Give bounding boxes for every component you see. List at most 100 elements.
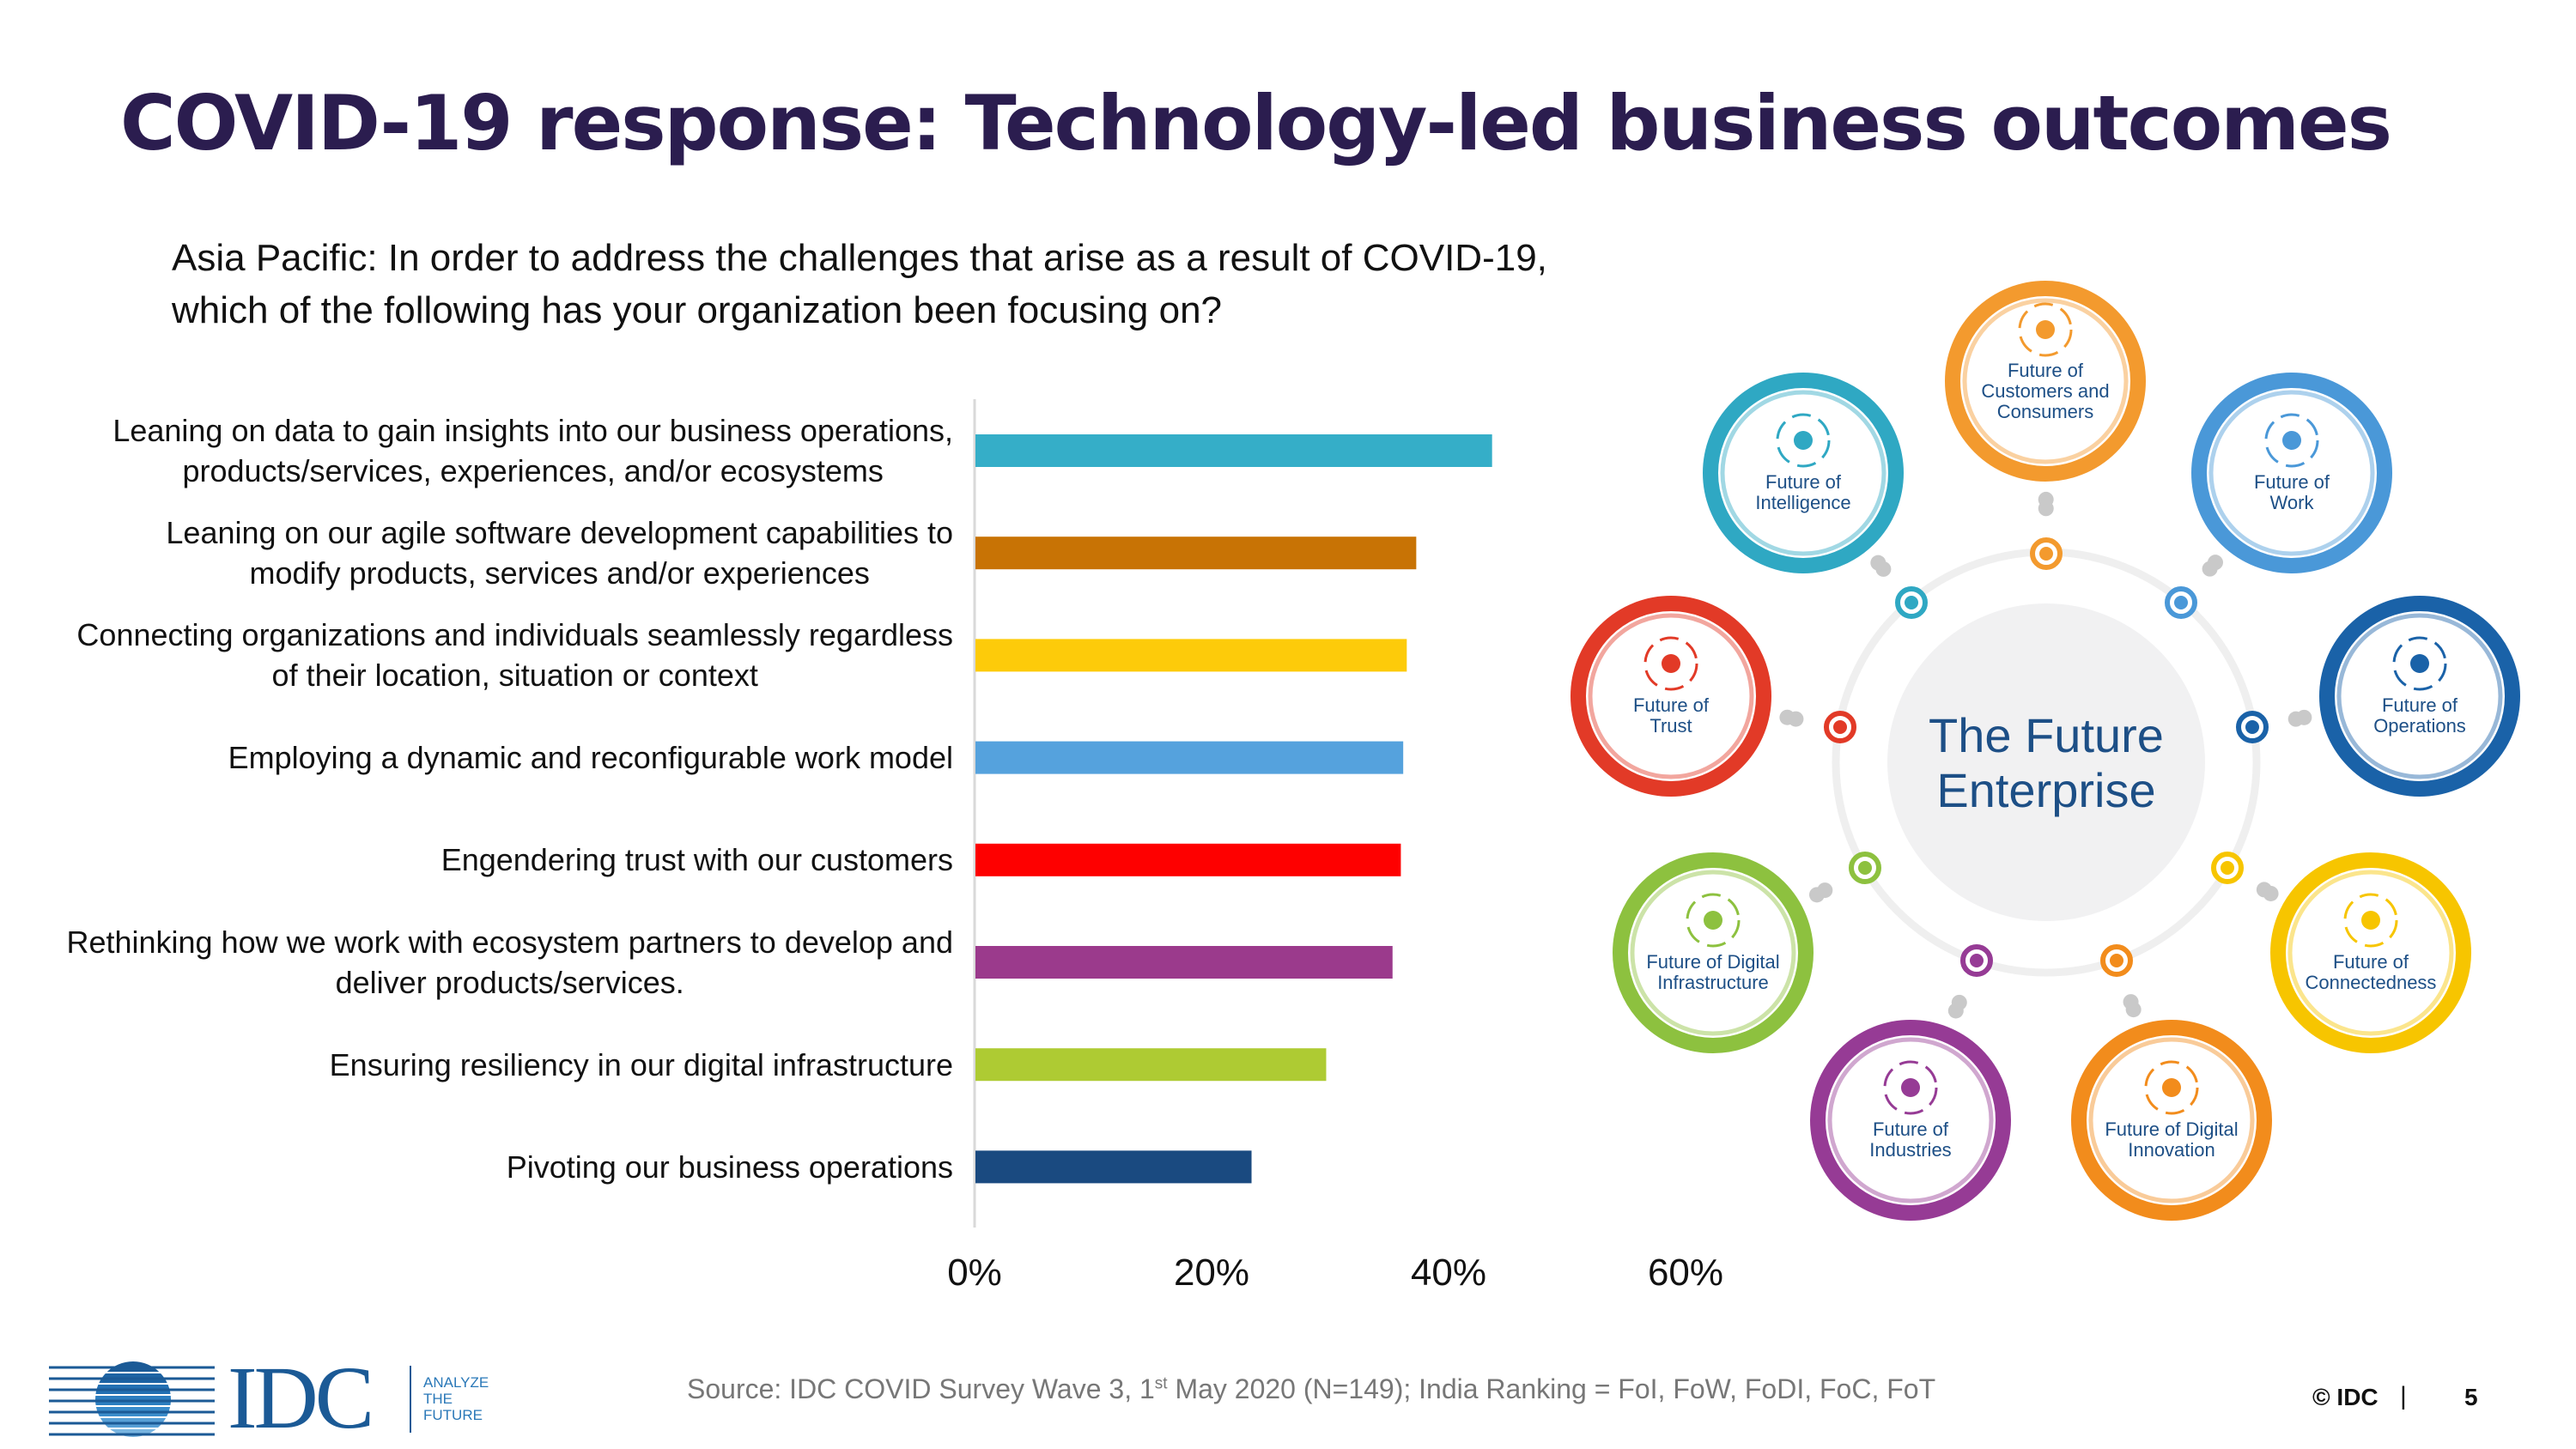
- shield-check-icon: [1643, 636, 1698, 691]
- bar-label-line: Pivoting our business operations: [506, 1149, 953, 1185]
- node-ring: [2071, 1020, 2272, 1221]
- center-title-line-2: Enterprise: [1936, 763, 2155, 817]
- node-inner-ring: [1588, 613, 1754, 779]
- gears-icon: [2392, 636, 2447, 691]
- page-number: 5: [2464, 1384, 2478, 1410]
- chip-icon-glyph: [1704, 911, 1722, 930]
- node-label-line: Future of: [2008, 360, 2084, 381]
- people-group-icon-glyph: [2282, 431, 2301, 450]
- idc-logo-text: IDC: [228, 1349, 374, 1447]
- idc-logo: IDC ANALYZE THE FUTURE: [47, 1354, 489, 1443]
- bar-label-line: Leaning on our agile software developmen…: [166, 515, 953, 551]
- node-label-line: Future of: [1765, 471, 1842, 493]
- x-tick-label: 0%: [947, 1252, 1002, 1294]
- idc-globe-icon: [49, 1361, 215, 1437]
- node-ring: [1810, 1020, 2011, 1221]
- node-ring: [1945, 281, 2146, 482]
- node-label-line: Work: [2270, 492, 2315, 513]
- connector-dot: [1870, 555, 1886, 571]
- bar-label-1: Leaning on data to gain insights into ou…: [112, 410, 953, 491]
- bar-label-line: Leaning on data to gain insights into ou…: [112, 413, 953, 448]
- people-group-icon: [2264, 413, 2319, 468]
- node-inner-ring: [2088, 1037, 2255, 1203]
- bar-label-4: Employing a dynamic and reconfigurable w…: [228, 737, 953, 778]
- bar-label-3: Connecting organizations and individuals…: [76, 615, 953, 695]
- ring-connector-center: [2221, 861, 2234, 875]
- ring-connector-center: [2245, 720, 2259, 734]
- logo-divider: [410, 1366, 411, 1433]
- node-inner-ring: [1962, 298, 2129, 464]
- wifi-icon-glyph: [2361, 911, 2380, 930]
- node-label-line: Industries: [1869, 1139, 1951, 1161]
- source-note: Source: IDC COVID Survey Wave 3, 1st May…: [687, 1373, 1935, 1405]
- connector-dot: [2038, 491, 2054, 507]
- logo-tagline-3: FUTURE: [423, 1407, 483, 1423]
- logo-tagline: ANALYZE THE FUTURE: [423, 1374, 489, 1423]
- center-title-line-1: The Future: [1929, 708, 2164, 762]
- node-ring: [2191, 373, 2392, 573]
- gears-icon-glyph: [2410, 654, 2429, 673]
- connector-dot: [1808, 887, 1825, 903]
- node-label-line: Trust: [1649, 715, 1692, 737]
- logo-tagline-2: THE: [423, 1391, 453, 1407]
- ring-connector-center: [1905, 596, 1918, 609]
- connector-dot: [2263, 885, 2279, 901]
- node-ring: [2319, 596, 2520, 797]
- node-label-line: Intelligence: [1755, 492, 1850, 513]
- node-label-line: Future of Digital: [1646, 951, 1779, 973]
- bar-2: [975, 537, 1417, 570]
- head-gear-icon-glyph: [1794, 431, 1813, 450]
- slide-title: COVID-19 response: Technology-led busine…: [120, 79, 2392, 167]
- connector-dot: [2207, 555, 2223, 571]
- ring-connector-center: [2110, 954, 2123, 967]
- bar-label-line: modify products, services and/or experie…: [249, 555, 870, 591]
- node-ring: [2270, 852, 2471, 1053]
- node-inner-ring: [2208, 390, 2375, 556]
- ring-connector-center: [1970, 954, 1984, 967]
- bar-label-line: Engendering trust with our customers: [440, 842, 953, 878]
- ring-connector-center: [1833, 720, 1847, 734]
- source-note-superscript: st: [1154, 1374, 1168, 1393]
- survey-question-line-1: Asia Pacific: In order to address the ch…: [172, 237, 1547, 279]
- survey-question-line-2: which of the following has your organiza…: [172, 289, 1223, 331]
- x-tick-label: 60%: [1648, 1252, 1723, 1294]
- hexagons-icon-glyph: [1901, 1078, 1920, 1097]
- bar-8: [975, 1150, 1252, 1184]
- bar-1: [975, 434, 1492, 467]
- connector-dot: [1947, 1003, 1964, 1019]
- head-gear-icon: [1776, 413, 1831, 468]
- chip-icon: [1686, 893, 1741, 948]
- bar-label-2: Leaning on our agile software developmen…: [166, 512, 953, 593]
- ring-connector-center: [2039, 547, 2053, 561]
- logo-tagline-1: ANALYZE: [423, 1374, 489, 1391]
- touch-tablet-icon: [2018, 302, 2073, 357]
- bar-label-8: Pivoting our business operations: [507, 1147, 953, 1187]
- bar-label-line: Connecting organizations and individuals…: [76, 617, 953, 653]
- footer-separator: |: [2400, 1382, 2407, 1410]
- node-ring: [1703, 373, 1904, 573]
- node-label-line: Customers and: [1981, 380, 2109, 402]
- bar-label-line: Rethinking how we work with ecosystem pa…: [66, 925, 953, 960]
- bar-3: [975, 639, 1407, 672]
- bar-label-line: deliver products/services.: [335, 965, 684, 1000]
- node-inner-ring: [1630, 870, 1796, 1036]
- bar-label-line: Employing a dynamic and reconfigurable w…: [228, 740, 953, 776]
- brain-bubble-icon-glyph: [2162, 1078, 2181, 1097]
- node-label-line: Future of: [1873, 1119, 1949, 1140]
- node-label-line: Operations: [2373, 715, 2466, 737]
- bar-label-7: Ensuring resiliency in our digital infra…: [330, 1045, 953, 1085]
- connector-dot: [1779, 709, 1795, 725]
- bar-label-line: Ensuring resiliency in our digital infra…: [329, 1046, 953, 1082]
- wifi-icon: [2343, 893, 2398, 948]
- node-label-line: Future of: [1633, 694, 1710, 716]
- node-inner-ring: [2287, 870, 2454, 1036]
- source-note-text: Source: IDC COVID Survey Wave 3, 1: [687, 1373, 1155, 1404]
